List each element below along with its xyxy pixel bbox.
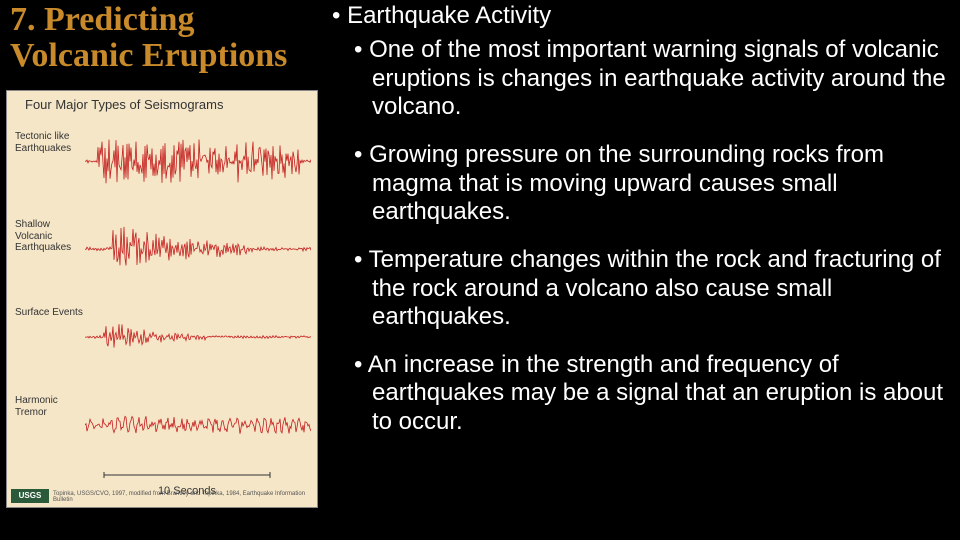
usgs-badge: USGS <box>11 489 49 503</box>
bullet-text: Temperature changes within the rock and … <box>369 246 941 330</box>
seis-label: Harmonic Tremor <box>15 395 83 418</box>
slide-title: 7. Predicting Volcanic Eruptions <box>10 2 320 73</box>
bullet-text: Growing pressure on the surrounding rock… <box>369 141 884 225</box>
figure-title: Four Major Types of Seismograms <box>25 97 223 112</box>
figure-credit: Topinka, USGS/CVO, 1997, modified from B… <box>53 491 317 503</box>
seis-row-shallow: Shallow Volcanic Earthquakes <box>15 209 311 289</box>
wave-icon <box>85 297 311 377</box>
bullet-text: One of the most important warning signal… <box>369 36 946 120</box>
wave-icon <box>85 121 311 201</box>
seis-label: Shallow Volcanic Earthquakes <box>15 219 83 254</box>
scale-bracket-icon <box>102 470 272 480</box>
bullet-item: • Temperature changes within the rock an… <box>354 246 952 331</box>
seis-row-surface: Surface Events <box>15 297 311 377</box>
seis-label: Tectonic like Earthquakes <box>15 131 83 154</box>
scale-bar: 10 Seconds <box>102 467 272 485</box>
content-area: • Earthquake Activity • One of the most … <box>332 2 952 456</box>
heading-text: Earthquake Activity <box>347 2 551 29</box>
seis-row-tectonic: Tectonic like Earthquakes <box>15 121 311 201</box>
bullet-item: • Growing pressure on the surrounding ro… <box>354 141 952 226</box>
wave-icon <box>85 209 311 289</box>
seis-label: Surface Events <box>15 307 83 319</box>
bullet-item: • One of the most important warning sign… <box>354 36 952 121</box>
content-heading: • Earthquake Activity <box>332 2 952 30</box>
bullet-item: • An increase in the strength and freque… <box>354 351 952 436</box>
seismogram-figure: Four Major Types of Seismograms Tectonic… <box>6 90 318 508</box>
bullet-text: An increase in the strength and frequenc… <box>368 351 943 435</box>
wave-icon <box>85 385 311 465</box>
seis-row-harmonic: Harmonic Tremor <box>15 385 311 465</box>
